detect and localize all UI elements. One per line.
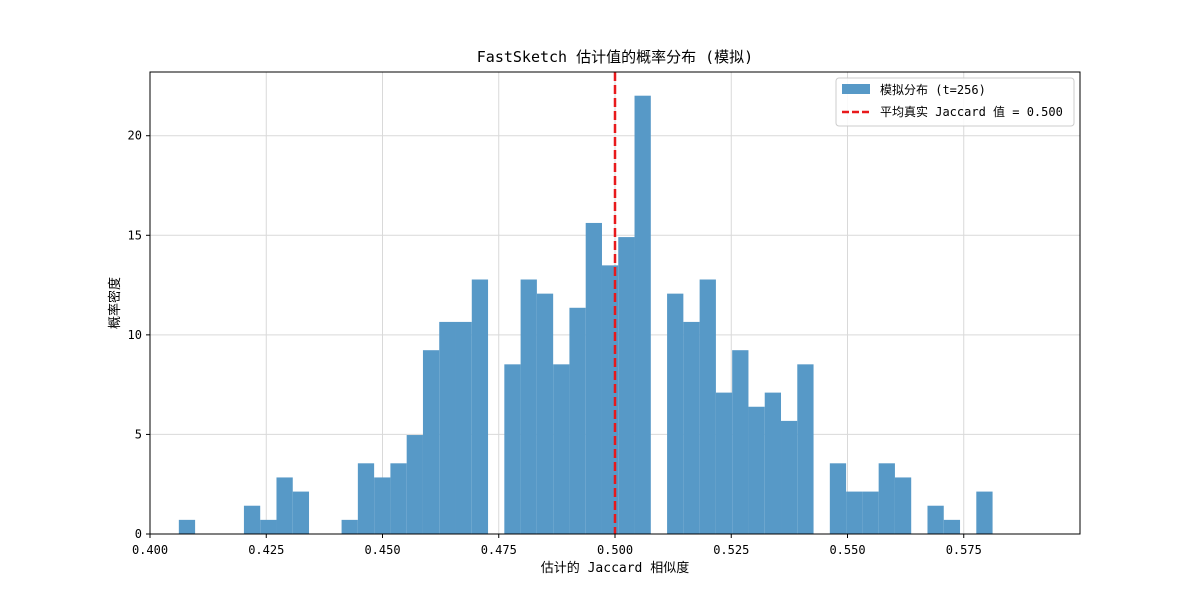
histogram-bar xyxy=(260,519,277,534)
legend-label-distribution: 模拟分布 (t=256) xyxy=(880,83,986,97)
histogram-bar xyxy=(732,350,749,534)
histogram-bar xyxy=(894,477,912,534)
y-tick-label: 20 xyxy=(128,129,142,143)
y-axis-label: 概率密度 xyxy=(107,277,123,329)
x-tick-label: 0.500 xyxy=(597,543,633,557)
x-tick-label: 0.450 xyxy=(364,543,400,557)
histogram-bar xyxy=(390,463,407,534)
x-tick-label: 0.425 xyxy=(248,543,284,557)
histogram-bar xyxy=(374,477,391,534)
histogram-bar xyxy=(471,279,489,534)
histogram-bar xyxy=(846,491,863,534)
histogram-bar xyxy=(341,519,358,534)
histogram-bar xyxy=(715,392,733,534)
y-tick-label: 15 xyxy=(128,228,142,242)
histogram-bar xyxy=(764,392,782,534)
histogram-bars xyxy=(178,95,993,535)
histogram-bar xyxy=(504,364,521,534)
histogram-bar xyxy=(455,321,472,534)
y-tick-label: 0 xyxy=(135,527,142,541)
histogram-bar xyxy=(178,519,196,534)
histogram-bar xyxy=(667,293,684,534)
legend-label-mean: 平均真实 Jaccard 值 = 0.500 xyxy=(880,104,1063,119)
histogram-bar xyxy=(976,491,993,534)
histogram-bar xyxy=(439,321,456,534)
histogram-bar xyxy=(797,364,814,534)
x-tick-label: 0.475 xyxy=(481,543,517,557)
histogram-bar xyxy=(748,406,765,534)
x-axis-ticks: 0.400 0.425 0.450 0.475 0.500 0.525 0.550 0.575 xyxy=(132,534,982,557)
histogram-bar xyxy=(618,237,635,535)
histogram-bar xyxy=(634,95,651,534)
histogram-bar xyxy=(943,519,961,534)
x-tick-label: 0.400 xyxy=(132,543,168,557)
histogram-bar xyxy=(781,420,798,534)
histogram-bar xyxy=(292,491,310,534)
y-axis-ticks: 0 5 10 15 20 xyxy=(128,129,150,541)
x-tick-label: 0.525 xyxy=(713,543,749,557)
histogram-bar xyxy=(357,463,375,534)
histogram-bar xyxy=(520,279,537,534)
histogram-bar xyxy=(569,307,586,534)
histogram-bar xyxy=(927,505,944,534)
histogram-bar xyxy=(406,435,423,534)
x-tick-label: 0.575 xyxy=(946,543,982,557)
y-tick-label: 10 xyxy=(128,328,142,342)
histogram-bar xyxy=(878,463,895,534)
legend-box xyxy=(835,77,1075,127)
x-tick-label: 0.550 xyxy=(829,543,865,557)
chart-title: FastSketch 估计值的概率分布 (模拟) xyxy=(477,48,753,66)
x-axis-label: 估计的 Jaccard 相似度 xyxy=(541,560,689,576)
histogram-bar xyxy=(829,463,847,534)
histogram-bar xyxy=(243,505,261,534)
y-tick-label: 5 xyxy=(135,427,142,441)
histogram-bar xyxy=(553,364,570,534)
histogram-bar xyxy=(276,477,293,534)
histogram-bar xyxy=(422,350,440,534)
histogram-bar xyxy=(699,279,716,534)
histogram-bar xyxy=(683,321,700,534)
legend: 模拟分布 (t=256) 平均真实 Jaccard 值 = 0.500 xyxy=(835,77,1075,127)
histogram-bar xyxy=(862,491,879,534)
legend-bar-swatch xyxy=(842,84,870,94)
histogram-bar xyxy=(585,222,602,535)
histogram-bar xyxy=(536,293,554,534)
